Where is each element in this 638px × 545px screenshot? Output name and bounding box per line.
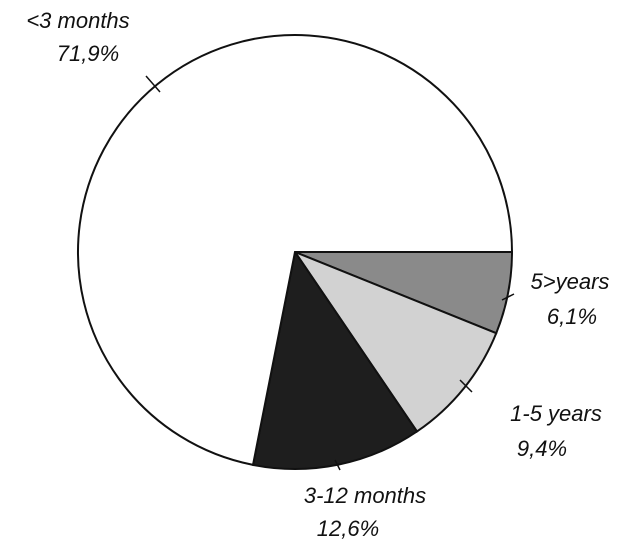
pie-slice	[292, 249, 498, 433]
slice-value: 71,9%	[57, 41, 119, 66]
slice-value: 6,1%	[547, 304, 597, 329]
leader-line	[459, 379, 473, 393]
slice-label: 1-5 years	[510, 401, 602, 426]
leader-line	[501, 293, 515, 301]
pie-slice	[77, 34, 514, 467]
leader-line	[334, 459, 341, 471]
slice-label: <3 months	[26, 8, 129, 33]
slice-label: 3-12 months	[304, 483, 426, 508]
leader-line	[145, 75, 161, 93]
slice-label: 5>years	[531, 269, 610, 294]
slice-value: 12,6%	[317, 516, 379, 541]
slice-value: 9,4%	[517, 436, 567, 461]
pie-slice	[251, 249, 419, 470]
